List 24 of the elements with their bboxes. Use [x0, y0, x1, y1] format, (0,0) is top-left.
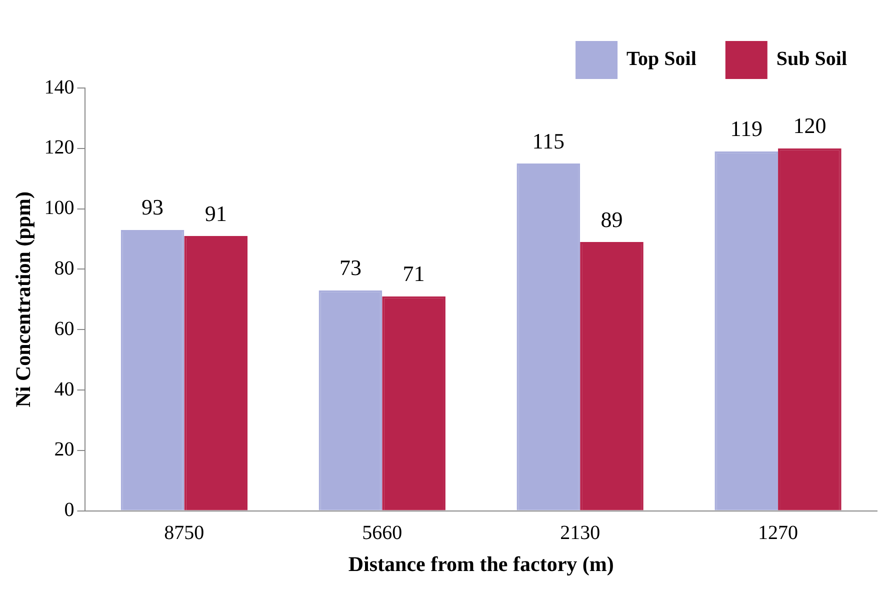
- x-tick-label: 8750: [164, 522, 204, 544]
- y-tick-label: 140: [44, 76, 74, 98]
- y-tick-label: 0: [64, 499, 74, 522]
- x-tick-label: 2130: [560, 522, 600, 544]
- y-tick-label: 40: [54, 378, 74, 400]
- y-axis-title: Ni Concentration (ppm): [11, 191, 36, 408]
- x-axis-title: Distance from the factory (m): [348, 552, 614, 576]
- y-tick-label: 60: [54, 318, 74, 340]
- y-tick-label: 20: [54, 438, 74, 461]
- data-label: 71: [402, 261, 425, 286]
- y-tick-label: 100: [44, 197, 74, 220]
- data-label: 89: [600, 206, 623, 232]
- y-tick-label: 120: [44, 136, 74, 159]
- data-label: 119: [730, 116, 762, 142]
- data-label: 93: [142, 194, 164, 220]
- data-label: 73: [339, 255, 362, 280]
- legend-label: Top Soil: [626, 48, 697, 70]
- y-tick-label: 80: [54, 257, 74, 280]
- legend-label: Sub Soil: [776, 48, 848, 70]
- x-tick-label: 1270: [758, 522, 798, 544]
- data-label: 91: [204, 200, 227, 226]
- data-label: 115: [532, 128, 564, 154]
- x-tick-label: 5660: [362, 522, 402, 544]
- data-label: 120: [793, 113, 826, 138]
